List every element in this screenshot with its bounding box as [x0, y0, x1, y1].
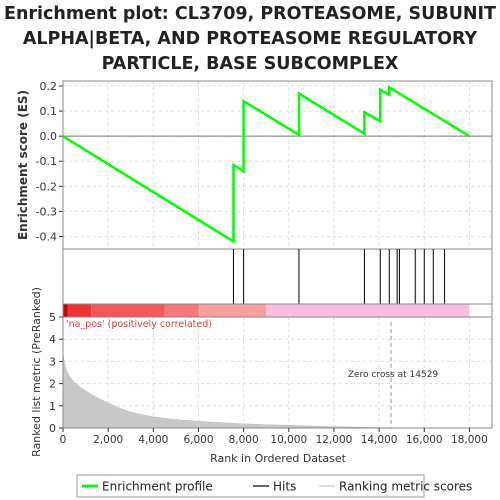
- legend-label: Ranking metric scores: [339, 480, 472, 494]
- ranking-metric-area: [62, 352, 392, 429]
- positive-correlation-label: 'na_pos' (positively correlated): [66, 319, 212, 330]
- es-y-tick-label: 0.2: [40, 80, 58, 93]
- colorbar-segment: [164, 304, 199, 317]
- ranking-frame: [62, 316, 493, 429]
- ranking-panel: [62, 316, 493, 429]
- chart-title: Enrichment plot: CL3709, PROTEASOME, SUB…: [0, 2, 500, 77]
- es-panel: -0.4 -0.3 -0.2 -0.1 0.0 0.1 0.2: [36, 80, 493, 250]
- ranking-y-tick-label: 4: [49, 333, 56, 346]
- title-line-3: PARTICLE, BASE SUBCOMPLEX: [101, 54, 399, 74]
- es-y-tick-label: -0.4: [36, 230, 57, 243]
- ranking-plot-area: [63, 317, 492, 428]
- es-curve: [62, 85, 471, 244]
- colorbar-segment: [198, 304, 267, 317]
- es-y-tick-label: 0.0: [40, 130, 58, 143]
- title-line-2: ALPHA|BETA, AND PROTEASOME REGULATORY: [22, 29, 478, 49]
- es-y-axis-label: Enrichment score (ES): [16, 90, 30, 240]
- es-y-tick-label: -0.1: [36, 155, 57, 168]
- legend-box: [76, 474, 425, 498]
- es-y-tick-label: 0.1: [40, 105, 58, 118]
- x-tick-label: 0: [60, 434, 67, 446]
- ranking-y-tick-label: 2: [49, 378, 56, 391]
- colorbar-segment: [91, 304, 165, 317]
- x-tick-label: 14,000: [361, 434, 398, 446]
- es-y-tick-label: -0.2: [36, 180, 57, 193]
- x-tick-label: 6,000: [183, 434, 213, 446]
- x-tick-label: 12,000: [316, 434, 353, 446]
- es-plot-area: [63, 81, 492, 249]
- x-tick-label: 16,000: [406, 434, 443, 446]
- legend-label: Hits: [273, 480, 296, 494]
- x-tick-label: 2,000: [93, 434, 123, 446]
- colorbar-segment: [266, 304, 470, 317]
- colorbar-segment: [63, 304, 68, 317]
- axes: 0 1 2 3 4 5 0 2,000 4,000 6,000 8,000 10,000 12,000 1…: [49, 311, 488, 446]
- legend: Enrichment profile Hits Ranking metric sco…: [76, 474, 472, 498]
- x-tick-label: 10,000: [270, 434, 307, 446]
- hits-frame: [62, 248, 493, 305]
- ranking-y-tick-label: 5: [49, 311, 56, 324]
- ranking-y-tick-label: 1: [49, 400, 56, 413]
- x-tick-label: 8,000: [229, 434, 259, 446]
- colorbar-segment: [67, 304, 92, 317]
- x-tick-label: 18,000: [451, 434, 488, 446]
- ranking-y-tick-label: 3: [49, 355, 56, 368]
- x-axis-label: Rank in Ordered Dataset: [210, 452, 347, 465]
- es-y-tick-label: -0.3: [36, 205, 57, 218]
- zero-cross-label: Zero cross at 14529: [348, 370, 439, 380]
- legend-label: Enrichment profile: [102, 480, 213, 494]
- x-tick-label: 4,000: [138, 434, 168, 446]
- ranking-y-axis-label: Ranked list metric (PreRanked): [30, 287, 43, 457]
- title-line-1: Enrichment plot: CL3709, PROTEASOME, SUB…: [4, 4, 496, 24]
- ranking-y-tick-label: 0: [49, 422, 56, 435]
- hits-panel: [62, 248, 493, 318]
